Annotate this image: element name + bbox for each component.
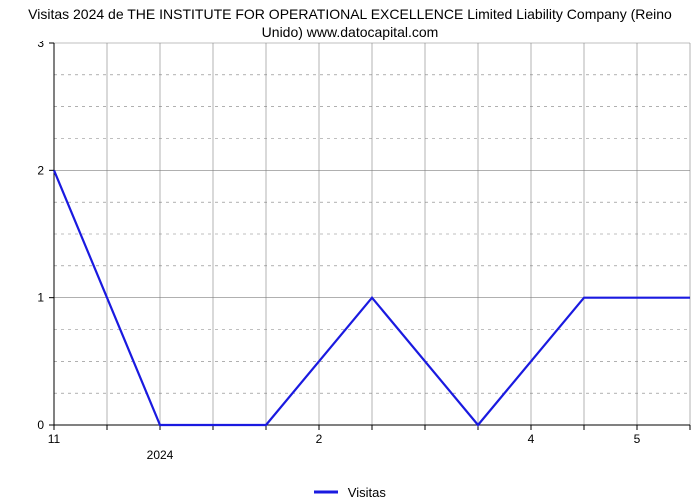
- svg-text:2024: 2024: [147, 448, 174, 462]
- svg-text:11: 11: [48, 432, 61, 446]
- chart-legend: Visitas: [0, 484, 700, 500]
- chart-title-line2: Unido) www.datocapital.com: [262, 24, 439, 40]
- svg-text:3: 3: [37, 41, 44, 50]
- svg-text:5: 5: [634, 432, 641, 446]
- svg-text:0: 0: [37, 418, 44, 432]
- legend-swatch: [314, 485, 338, 500]
- chart-title-line1: Visitas 2024 de THE INSTITUTE FOR OPERAT…: [28, 6, 672, 22]
- svg-text:1: 1: [37, 291, 44, 305]
- legend-label: Visitas: [348, 485, 386, 500]
- svg-text:2: 2: [316, 432, 323, 446]
- chart-area: 0 1 2 3 11 2 4 5 2024: [0, 41, 700, 482]
- svg-text:4: 4: [528, 432, 535, 446]
- line-chart-svg: 0 1 2 3 11 2 4 5 2024: [0, 41, 700, 477]
- svg-text:2: 2: [37, 163, 44, 177]
- chart-title: Visitas 2024 de THE INSTITUTE FOR OPERAT…: [0, 0, 700, 41]
